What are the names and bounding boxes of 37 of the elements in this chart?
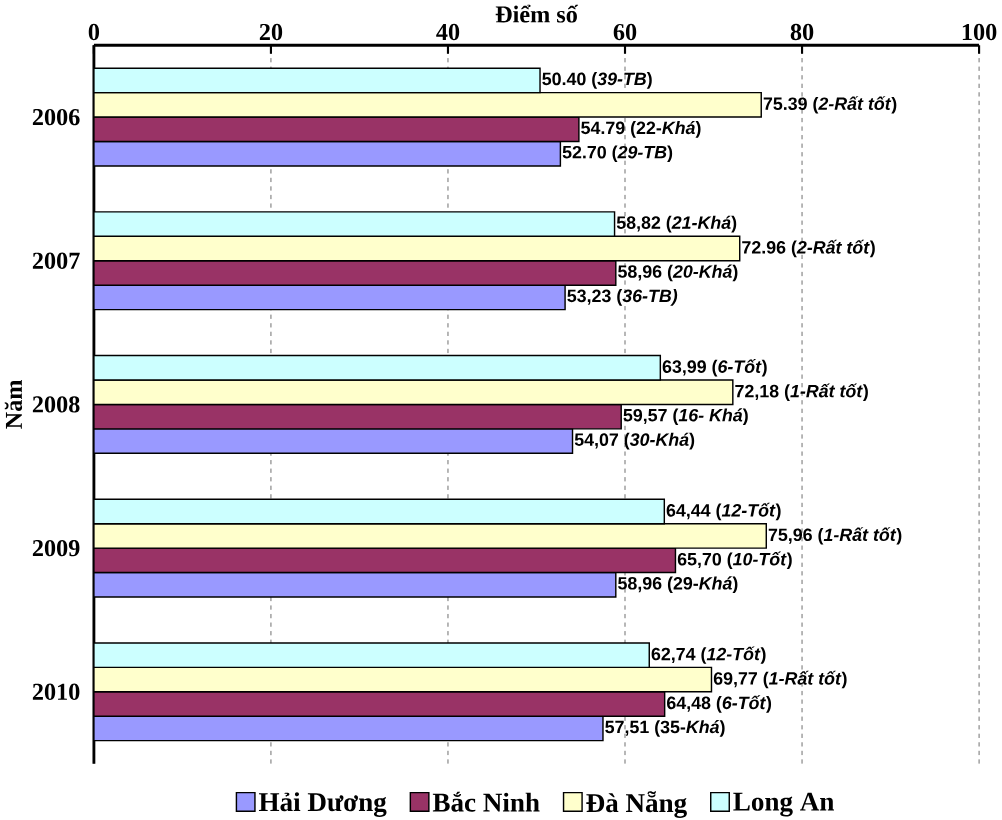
- data-label: 64,48 (6-Tốt): [667, 695, 772, 713]
- data-label: 64,44 (12-Tốt): [666, 502, 781, 521]
- data-label: 52.70 (29-TB): [562, 145, 673, 163]
- data-label: 58,96 (20-Khá): [618, 264, 738, 282]
- data-label: 63,99 (6-Tốt): [662, 359, 767, 377]
- data-label: 54,07 (30-Khá): [574, 432, 695, 450]
- data-label: 65,70 (10-Tốt): [677, 551, 792, 570]
- x-tick-label: 100: [962, 23, 997, 41]
- legend-label: Long An: [733, 792, 834, 817]
- data-label: 54.79 (22-Khá): [581, 121, 701, 138]
- legend-label: Hải Dương: [258, 792, 387, 818]
- y-axis-title: Năm: [4, 380, 23, 429]
- data-label: 58,82 (21-Khá): [616, 215, 737, 233]
- x-tick-label: 80: [790, 23, 814, 41]
- data-label: 75.39 (2-Rất tốt): [763, 96, 897, 114]
- x-tick-label: 40: [436, 23, 460, 41]
- y-tick-label: 2008: [32, 396, 80, 413]
- y-tick-label: 2010: [32, 683, 80, 701]
- y-tick-label: 2006: [32, 109, 80, 126]
- x-axis-title: Điểm số: [495, 4, 579, 23]
- data-label: 57,51 (35-Khá): [605, 720, 725, 737]
- data-label: 50.40 (39-TB): [542, 72, 652, 89]
- data-label: 53,23 (36-TB): [567, 289, 678, 306]
- data-label: 69,77 (1-Rất tốt): [713, 670, 847, 689]
- x-tick-label: 0: [88, 23, 100, 41]
- x-tick-label: 20: [259, 23, 283, 41]
- data-label: 58,96 (29-Khá): [618, 576, 738, 594]
- y-tick-label: 2009: [32, 540, 80, 557]
- data-label: 72.96 (2-Rất tốt): [742, 239, 875, 258]
- x-tick-label: 60: [613, 23, 637, 41]
- legend-label: Đà Nẵng: [586, 791, 687, 819]
- data-label: 62,74 (12-Tốt): [651, 646, 766, 664]
- data-label: 75,96 (1-Rất tốt): [768, 527, 902, 545]
- data-label: 59,57 (16- Khá): [623, 408, 748, 426]
- y-tick-label: 2007: [32, 252, 80, 270]
- legend-label: Bắc Ninh: [432, 791, 540, 812]
- data-label: 72,18 (1-Rất tốt): [735, 383, 868, 402]
